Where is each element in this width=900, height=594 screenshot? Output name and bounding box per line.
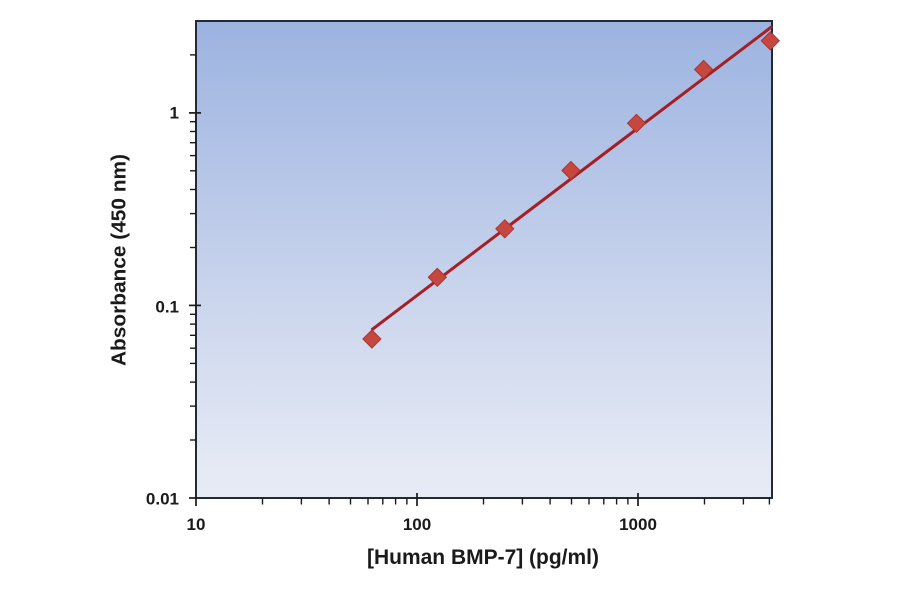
svg-text:0.1: 0.1 bbox=[155, 298, 179, 317]
svg-text:1000: 1000 bbox=[619, 515, 657, 534]
svg-text:1: 1 bbox=[170, 104, 179, 123]
svg-text:Absorbance (450 nm): Absorbance (450 nm) bbox=[108, 154, 130, 366]
svg-text:10: 10 bbox=[187, 515, 206, 534]
svg-text:100: 100 bbox=[403, 515, 431, 534]
svg-text:[Human BMP-7] (pg/ml): [Human BMP-7] (pg/ml) bbox=[367, 546, 599, 569]
svg-text:0.01: 0.01 bbox=[146, 490, 179, 509]
